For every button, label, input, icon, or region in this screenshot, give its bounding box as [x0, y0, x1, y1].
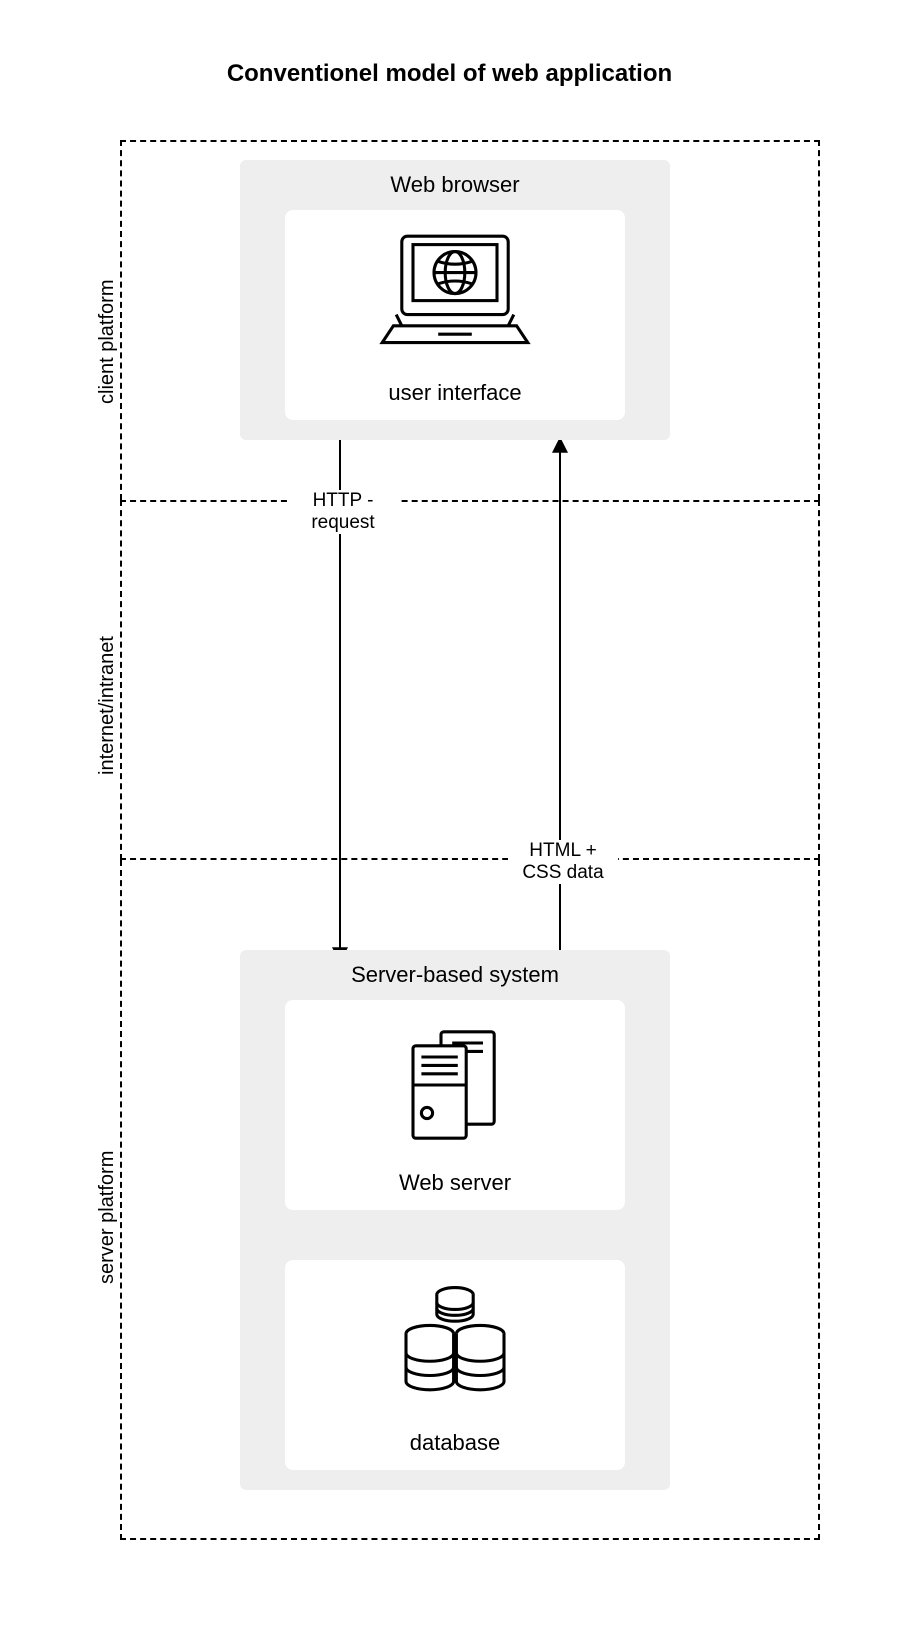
panel-title-serversys: Server-based system: [240, 962, 670, 988]
db-cylinders-icon: [371, 1275, 539, 1415]
diagram-title: Conventionel model of web application: [0, 60, 899, 88]
zone-label-server: server platform: [96, 1151, 119, 1284]
edge-label-http_req: HTTP -request: [288, 490, 398, 534]
zone-label-internet: internet/intranet: [96, 636, 119, 775]
card-label-webserver: Web server: [285, 1170, 625, 1196]
laptop-globe-icon: [371, 225, 539, 365]
servers-icon: [371, 1015, 539, 1155]
edge-label-html_css: HTML +CSS data: [508, 840, 618, 884]
card-database: database: [285, 1260, 625, 1470]
card-icon-database: [285, 1275, 625, 1415]
card-label-ui: user interface: [285, 380, 625, 406]
card-ui: user interface: [285, 210, 625, 420]
diagram-canvas: Conventionel model of web application cl…: [0, 0, 899, 1642]
card-webserver: Web server: [285, 1000, 625, 1210]
panel-title-browser: Web browser: [240, 172, 670, 198]
card-icon-ui: [285, 225, 625, 365]
zone-label-client: client platform: [96, 280, 119, 405]
card-label-database: database: [285, 1430, 625, 1456]
card-icon-webserver: [285, 1015, 625, 1155]
zone-internet: [120, 500, 820, 860]
